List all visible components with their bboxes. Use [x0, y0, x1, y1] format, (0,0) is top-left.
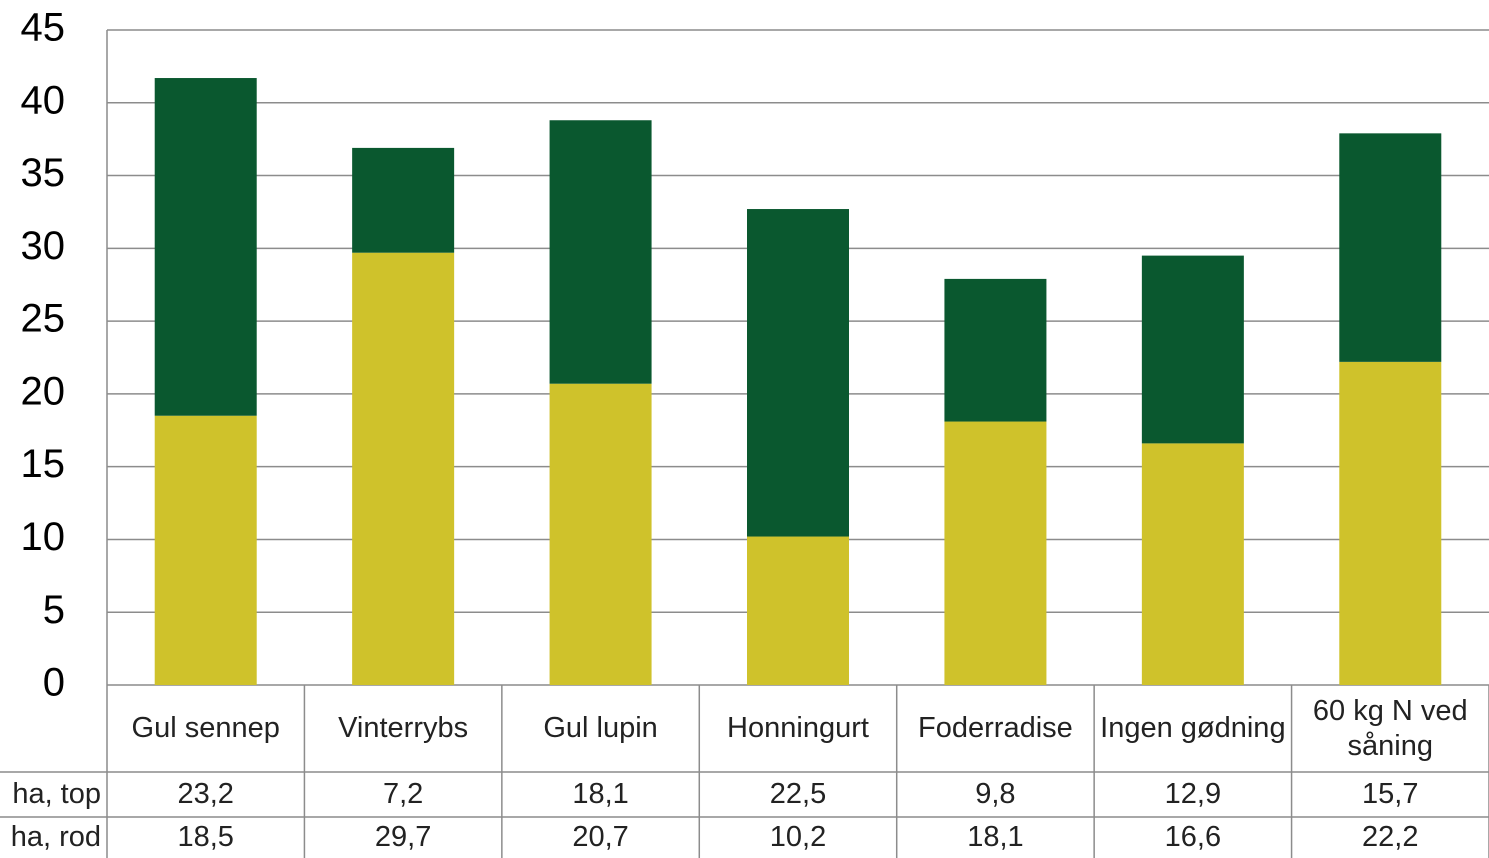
bar-segment [1339, 133, 1442, 362]
bar-segment [944, 421, 1047, 685]
category-label: Honningurt [727, 712, 869, 744]
y-tick-label: 15 [21, 442, 66, 486]
y-tick-label: 40 [21, 78, 66, 122]
category-label: 60 kg N ved såning [1312, 694, 1468, 762]
y-tick-label: 10 [21, 515, 66, 559]
bar-segment [154, 415, 257, 685]
category-label: Vinterrybs [338, 712, 469, 744]
y-tick-label: 5 [43, 588, 65, 632]
bar-segment [154, 78, 257, 416]
table-value: 12,9 [1164, 778, 1222, 810]
y-tick-label: 0 [43, 661, 65, 705]
category-label: Foderradise [918, 712, 1073, 744]
table-value: 15,7 [1362, 778, 1419, 810]
bar-segment [1141, 443, 1244, 685]
table-value: 22,2 [1362, 821, 1419, 853]
table-value: 10,2 [769, 821, 827, 853]
bar-segment [1339, 361, 1442, 685]
table-value: 16,6 [1164, 821, 1222, 853]
table-value: 29,7 [374, 821, 432, 853]
category-label: Ingen gødning [1100, 712, 1286, 744]
table-value: 18,1 [572, 778, 629, 810]
table-value: 7,2 [382, 778, 424, 810]
category-label: Gul lupin [543, 712, 658, 744]
y-tick-label: 35 [21, 151, 66, 195]
bar-segment [1141, 255, 1244, 444]
table-value: 18,1 [967, 821, 1024, 853]
category-label: Gul sennep [131, 712, 280, 744]
y-tick-label: 25 [21, 297, 66, 341]
table-value: 20,7 [572, 821, 629, 853]
y-tick-label: 45 [21, 6, 66, 50]
bar-segment [549, 383, 652, 685]
table-value: 22,5 [769, 778, 827, 810]
y-tick-label: 20 [21, 369, 66, 413]
y-tick-label: 30 [21, 224, 66, 268]
bar-segment [352, 147, 455, 253]
bar-segment [747, 536, 849, 685]
bar-segment [747, 209, 849, 537]
bar-segment [944, 278, 1047, 422]
bar-segment [549, 120, 652, 384]
table-value: 9,8 [975, 778, 1016, 810]
bar-segment [352, 252, 455, 685]
legend-label: ha, top [12, 778, 101, 810]
legend-label: ha, rod [10, 821, 101, 853]
table-value: 18,5 [177, 821, 234, 853]
table-value: 23,2 [177, 778, 234, 810]
